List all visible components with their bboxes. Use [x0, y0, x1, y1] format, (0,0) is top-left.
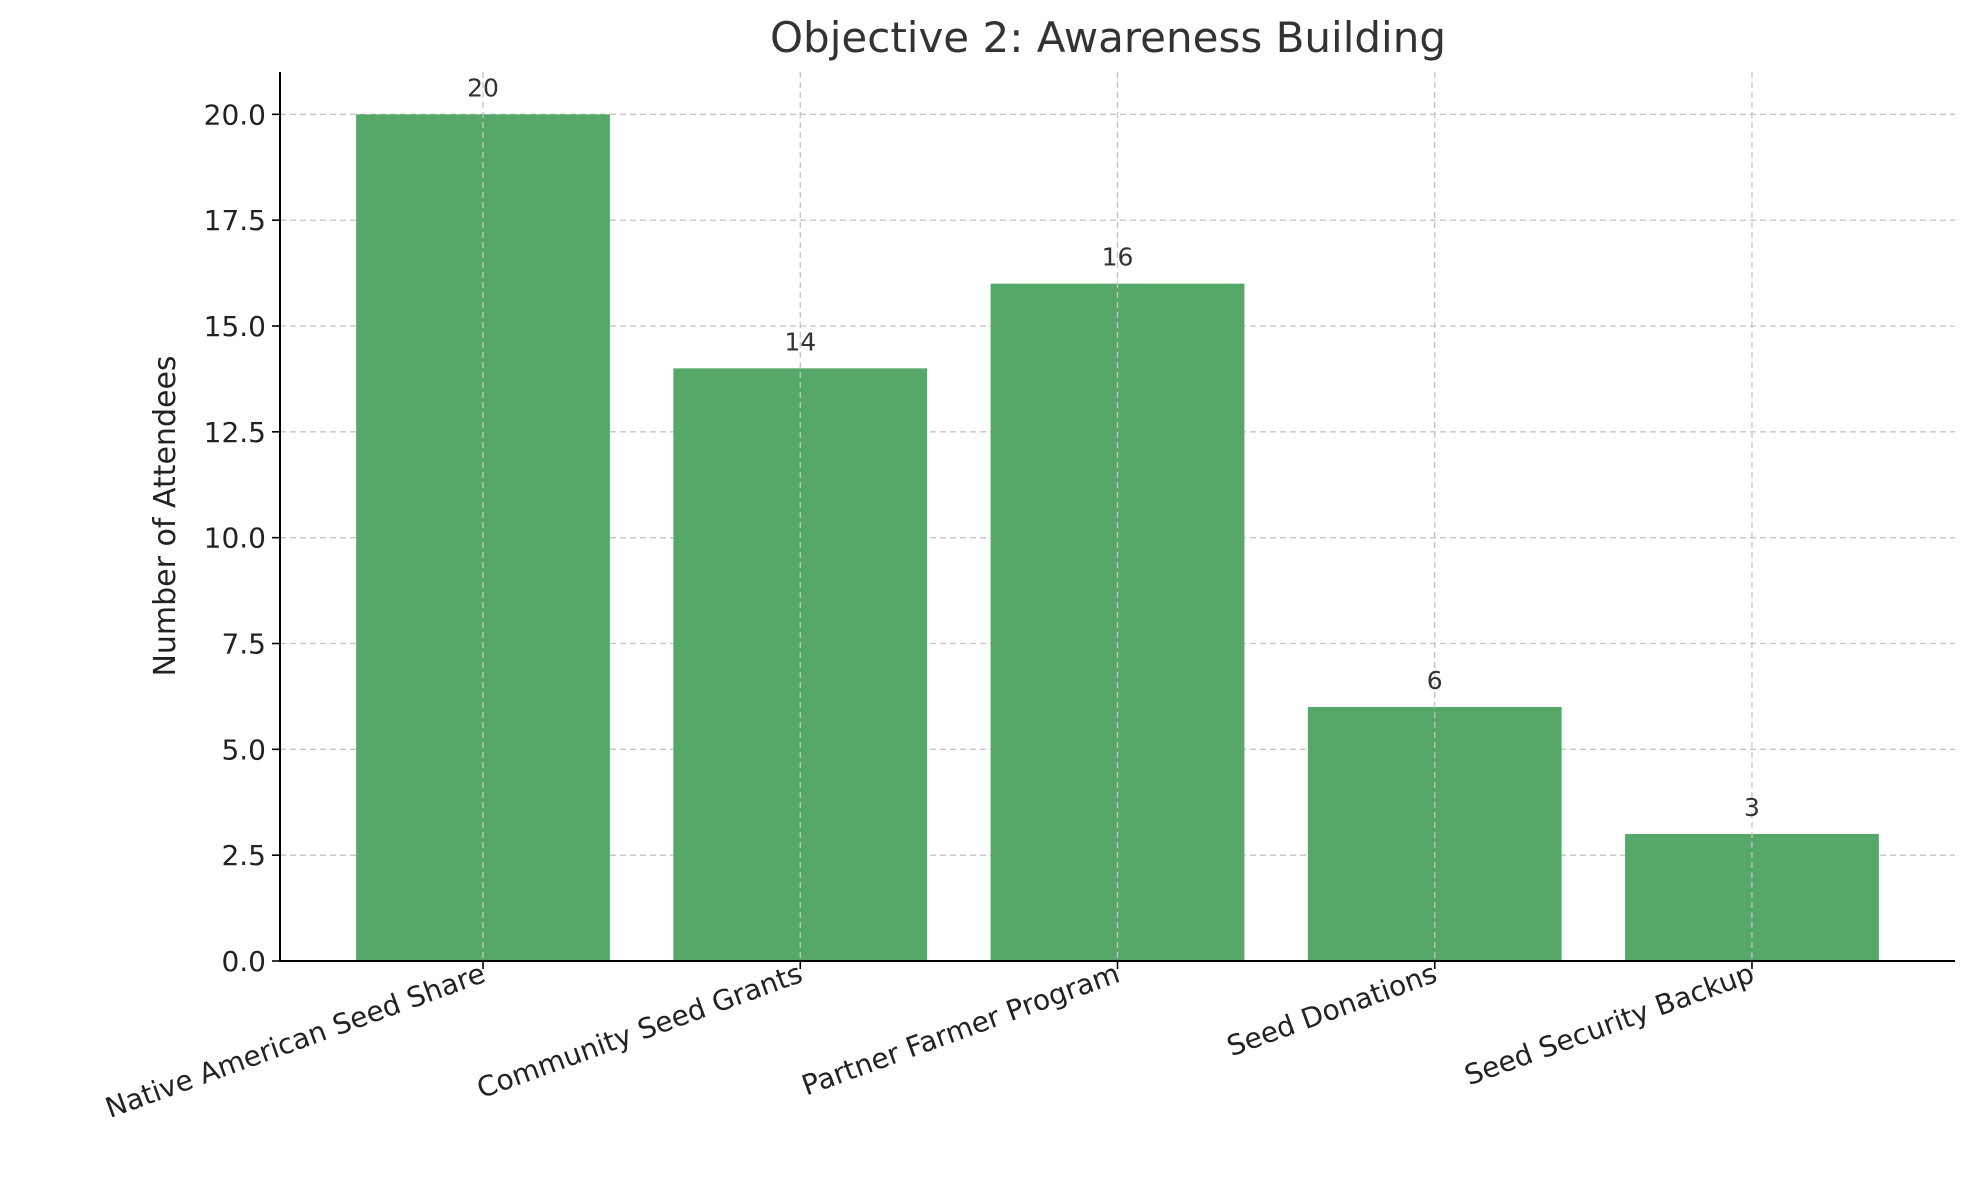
y-tick-label: 10.0 [204, 522, 266, 555]
x-tick-label: Native American Seed Share [101, 957, 489, 1125]
data-label: 20 [467, 73, 499, 102]
data-label: 16 [1102, 243, 1134, 272]
x-grid-lines [482, 72, 1753, 961]
y-tick-label: 12.5 [204, 416, 266, 449]
y-tick-label: 0.0 [221, 945, 266, 978]
x-tick-label: Seed Security Backup [1460, 957, 1758, 1092]
y-axis-label: Number of Attendees [148, 355, 183, 676]
x-tick-label: Partner Farmer Program [797, 957, 1123, 1103]
data-labels: 20 14 16 6 3 [467, 73, 1760, 822]
data-label: 6 [1427, 666, 1443, 695]
axes [272, 72, 1955, 969]
data-label: 3 [1744, 793, 1760, 822]
x-tick-label: Seed Donations [1222, 957, 1441, 1064]
y-tick-label: 2.5 [221, 839, 266, 872]
data-label: 14 [784, 327, 816, 356]
chart-title: Objective 2: Awareness Building [770, 13, 1446, 62]
y-tick-label: 17.5 [204, 204, 266, 237]
x-tick-label: Community Seed Grants [473, 957, 807, 1106]
y-tick-label: 7.5 [221, 628, 266, 661]
y-tick-label: 5.0 [221, 733, 266, 766]
y-tick-label: 20.0 [204, 98, 266, 131]
tick-labels: 0.0 2.5 5.0 7.5 10.0 12.5 15.0 17.5 20.0 Native A… [101, 98, 1758, 1125]
y-tick-label: 15.0 [204, 310, 266, 343]
